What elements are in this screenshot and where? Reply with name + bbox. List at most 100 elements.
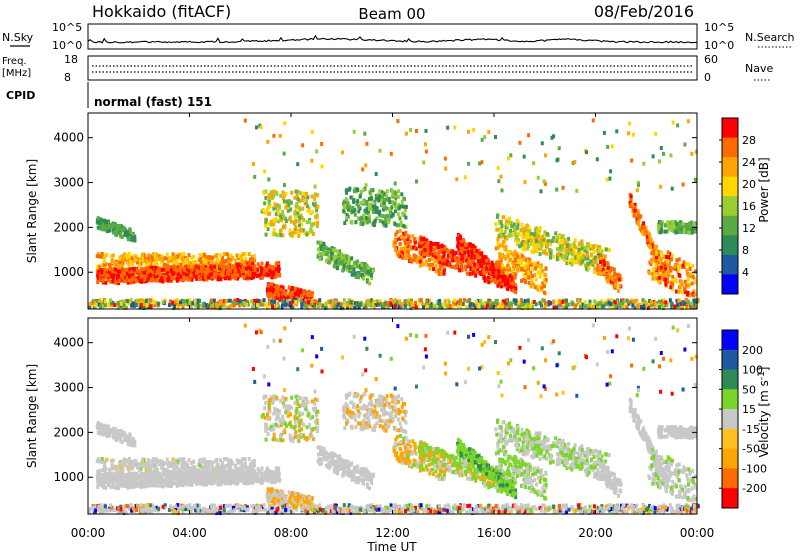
range-gate-cell (175, 260, 179, 265)
range-gate-cell (447, 250, 451, 254)
range-gate-cell (670, 305, 674, 310)
range-gate-cell (609, 302, 613, 306)
range-gate-cell (685, 306, 689, 310)
range-gate-cell (510, 301, 514, 306)
range-gate-cell (637, 218, 641, 223)
range-gate-cell (116, 281, 120, 286)
range-gate-cell (284, 201, 288, 206)
range-gate-cell (514, 301, 518, 306)
range-gate-cell (267, 177, 271, 182)
range-gate-cell (121, 275, 125, 280)
range-gate-cell (199, 253, 203, 258)
range-gate-cell (675, 227, 679, 232)
range-gate-cell (464, 267, 468, 272)
range-gate-cell (255, 298, 259, 303)
range-gate-cell (609, 266, 613, 271)
range-gate-cell (390, 199, 394, 204)
range-gate-cell (664, 282, 668, 287)
range-gate-cell (380, 194, 384, 199)
range-gate-cell (358, 194, 362, 199)
range-gate-cell (508, 257, 512, 262)
range-gate-cell (356, 259, 360, 264)
range-gate-cell (606, 260, 610, 265)
range-gate-cell (122, 225, 126, 230)
range-gate-cell (550, 239, 554, 244)
range-gate-cell (514, 262, 518, 267)
range-gate-cell (197, 274, 201, 279)
range-gate-cell (397, 206, 401, 211)
range-gate-cell (151, 252, 155, 257)
range-gate-cell (301, 206, 305, 211)
range-gate-cell (571, 256, 575, 261)
range-gate-cell (437, 245, 440, 250)
range-gate-cell (650, 251, 654, 256)
range-gate-cell (158, 278, 162, 283)
range-gate-cell (313, 303, 317, 308)
range-gate-cell (532, 232, 536, 237)
range-gate-cell (127, 272, 131, 277)
range-gate-cell (352, 200, 356, 204)
range-gate-cell (436, 255, 440, 260)
range-gate-cell (470, 255, 474, 260)
range-gate-cell (618, 283, 622, 288)
range-gate-cell (215, 305, 219, 310)
range-gate-cell (237, 270, 241, 275)
range-gate-cell (433, 251, 437, 256)
range-gate-cell (683, 142, 687, 147)
range-gate-cell (378, 299, 382, 304)
freq-tick-top: 18 (64, 53, 78, 66)
range-gate-cell (660, 273, 664, 278)
range-gate-cell (544, 280, 548, 285)
range-gate-cell (259, 273, 263, 278)
range-gate-cell (296, 189, 300, 194)
range-gate-cell (686, 290, 690, 295)
range-gate-cell (456, 239, 460, 243)
range-gate-cell (131, 301, 135, 306)
range-gate-cell (669, 281, 673, 286)
range-gate-cell (594, 243, 598, 248)
range-gate-cell (127, 301, 131, 306)
range-gate-cell (660, 301, 664, 306)
range-gate-cell (516, 254, 520, 259)
range-gate-cell (281, 196, 285, 201)
range-gate-cell (384, 223, 388, 228)
range-gate-cell (285, 296, 289, 301)
range-gate-cell (458, 268, 462, 273)
range-gate-cell (557, 146, 561, 151)
range-gate-cell (365, 220, 369, 225)
range-gate-cell (512, 280, 516, 285)
range-gate-cell (601, 267, 605, 272)
range-gate-cell (144, 298, 148, 303)
range-gate-cell (505, 278, 509, 283)
range-gate-cell (418, 244, 421, 249)
range-gate-cell (369, 192, 373, 197)
range-gate-cell (311, 303, 315, 308)
range-gate-cell (351, 205, 355, 210)
range-gate-cell (253, 174, 257, 179)
range-gate-cell (242, 301, 246, 306)
range-gate-cell (293, 230, 297, 234)
range-gate-cell (579, 256, 583, 261)
range-gate-cell (431, 241, 435, 246)
range-gate-cell (362, 217, 366, 222)
range-gate-cell (306, 208, 310, 213)
range-gate-cell (219, 270, 223, 275)
range-gate-cell (684, 230, 688, 235)
range-gate-cell (400, 204, 404, 209)
range-gate-cell (603, 254, 607, 259)
range-gate-cell (151, 257, 154, 262)
range-gate-cell (283, 121, 287, 126)
range-gate-cell (125, 254, 129, 259)
range-gate-cell (204, 271, 208, 276)
range-gate-cell (643, 303, 647, 308)
range-gate-cell (224, 259, 228, 263)
range-gate-cell (134, 274, 138, 278)
range-gate-cell (434, 264, 438, 269)
range-gate-cell (685, 268, 689, 273)
range-gate-cell (426, 305, 430, 310)
range-gate-cell (545, 244, 549, 249)
range-gate-cell (135, 268, 139, 273)
range-gate-cell (220, 255, 224, 260)
range-gate-cell (482, 272, 486, 277)
range-gate-cell (148, 273, 152, 278)
